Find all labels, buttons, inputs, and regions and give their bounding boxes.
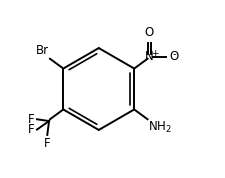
Text: O: O [144, 26, 153, 39]
Text: N: N [144, 50, 153, 64]
Text: F: F [28, 113, 34, 126]
Text: F: F [28, 123, 34, 136]
Text: Br: Br [36, 44, 49, 57]
Text: O: O [168, 50, 177, 64]
Text: -: - [172, 49, 175, 59]
Text: NH$_2$: NH$_2$ [148, 120, 171, 135]
Text: F: F [44, 137, 50, 150]
Text: +: + [150, 49, 157, 58]
